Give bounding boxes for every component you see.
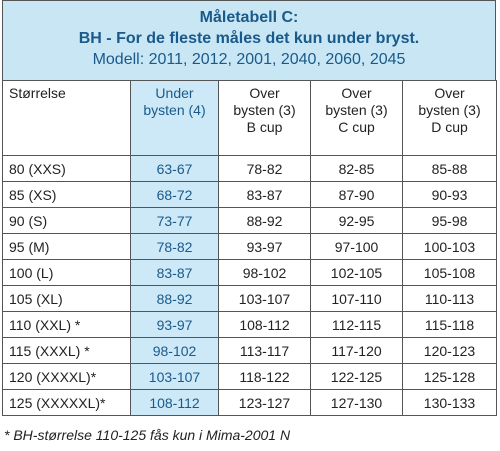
table-cell: 93-97 bbox=[218, 233, 311, 260]
table-row: 120 (XXXXL)* 103-107 118-122 122-125 125-128 bbox=[2, 363, 497, 390]
table-cell: 95-98 bbox=[402, 207, 497, 234]
size-chart: Måletabell C: BH - For de fleste måles d… bbox=[2, 0, 497, 416]
table-cell: 100 (L) bbox=[2, 259, 131, 286]
table-cell: 123-127 bbox=[218, 389, 311, 416]
table-cell: 95 (M) bbox=[2, 233, 131, 260]
table-cell: 90 (S) bbox=[2, 207, 131, 234]
table-cell: 88-92 bbox=[218, 207, 311, 234]
title: Måletabell C: bbox=[199, 9, 299, 26]
table-cell: 85-88 bbox=[402, 155, 497, 182]
table-cell: 90-93 bbox=[402, 181, 497, 208]
table-cell: 103-107 bbox=[218, 285, 311, 312]
table-cell: 92-95 bbox=[310, 207, 403, 234]
table-cell: 105-108 bbox=[402, 259, 497, 286]
table-cell: 87-90 bbox=[310, 181, 403, 208]
footnote: * BH-størrelse 110-125 fås kun i Mima-20… bbox=[4, 427, 291, 443]
table-cell: 98-102 bbox=[218, 259, 311, 286]
table-cell: 108-112 bbox=[218, 311, 311, 338]
table-cell: 105 (XL) bbox=[2, 285, 131, 312]
table-cell: 120 (XXXXL)* bbox=[2, 363, 131, 390]
table-cell: 115-118 bbox=[402, 311, 497, 338]
table-row: 100 (L) 83-87 98-102 102-105 105-108 bbox=[2, 259, 497, 286]
table-cell: 85 (XS) bbox=[2, 181, 131, 208]
table-cell: 115 (XXXL) * bbox=[2, 337, 131, 364]
table-row: 85 (XS) 68-72 83-87 87-90 90-93 bbox=[2, 181, 497, 208]
table-cell: 118-122 bbox=[218, 363, 311, 390]
subtitle: BH - For de fleste måles det kun under b… bbox=[78, 30, 420, 47]
table: Størrelse Under bysten (4) Over bysten (3)… bbox=[2, 80, 497, 416]
table-cell: 82-85 bbox=[310, 155, 403, 182]
column-header: Under bysten (4) bbox=[130, 80, 219, 156]
table-cell: 100-103 bbox=[402, 233, 497, 260]
table-cell: 125-128 bbox=[402, 363, 497, 390]
table-cell: 125 (XXXXXL)* bbox=[2, 389, 131, 416]
table-cell: 103-107 bbox=[130, 363, 219, 390]
table-cell: 127-130 bbox=[310, 389, 403, 416]
table-row: 115 (XXXL) * 98-102 113-117 117-120 120-123 bbox=[2, 337, 497, 364]
table-cell: 130-133 bbox=[402, 389, 497, 416]
table-cell: 88-92 bbox=[130, 285, 219, 312]
table-cell: 80 (XXS) bbox=[2, 155, 131, 182]
table-row: 90 (S) 73-77 88-92 92-95 95-98 bbox=[2, 207, 497, 234]
column-header: Over bysten (3) B cup bbox=[218, 80, 311, 156]
column-header: Over bysten (3) C cup bbox=[310, 80, 403, 156]
table-body: 80 (XXS) 63-67 78-82 82-85 85-88 85 (XS) 68-72… bbox=[2, 155, 497, 416]
header-row: Størrelse Under bysten (4) Over bysten (3)… bbox=[2, 80, 497, 156]
table-cell: 110 (XXL) * bbox=[2, 311, 131, 338]
table-row: 105 (XL) 88-92 103-107 107-110 110-113 bbox=[2, 285, 497, 312]
table-cell: 83-87 bbox=[218, 181, 311, 208]
table-cell: 78-82 bbox=[130, 233, 219, 260]
table-cell: 107-110 bbox=[310, 285, 403, 312]
table-cell: 68-72 bbox=[130, 181, 219, 208]
column-header: Over bysten (3) D cup bbox=[402, 80, 497, 156]
table-cell: 112-115 bbox=[310, 311, 403, 338]
table-cell: 122-125 bbox=[310, 363, 403, 390]
column-header: Størrelse bbox=[2, 80, 131, 156]
table-cell: 120-123 bbox=[402, 337, 497, 364]
table-row: 110 (XXL) * 93-97 108-112 112-115 115-118 bbox=[2, 311, 497, 338]
table-cell: 93-97 bbox=[130, 311, 219, 338]
table-cell: 108-112 bbox=[130, 389, 219, 416]
table-cell: 83-87 bbox=[130, 259, 219, 286]
table-row: 80 (XXS) 63-67 78-82 82-85 85-88 bbox=[2, 155, 497, 182]
table-row: 95 (M) 78-82 93-97 97-100 100-103 bbox=[2, 233, 497, 260]
table-cell: 113-117 bbox=[218, 337, 311, 364]
table-cell: 117-120 bbox=[310, 337, 403, 364]
table-cell: 110-113 bbox=[402, 285, 497, 312]
table-cell: 97-100 bbox=[310, 233, 403, 260]
table-cell: 73-77 bbox=[130, 207, 219, 234]
table-cell: 78-82 bbox=[218, 155, 311, 182]
table-cell: 63-67 bbox=[130, 155, 219, 182]
table-row: 125 (XXXXXL)* 108-112 123-127 127-130 130-13… bbox=[2, 389, 497, 416]
header: Måletabell C: BH - For de fleste måles d… bbox=[2, 0, 496, 80]
models: Modell: 2011, 2012, 2001, 2040, 2060, 20… bbox=[92, 51, 406, 68]
table-cell: 102-105 bbox=[310, 259, 403, 286]
table-cell: 98-102 bbox=[130, 337, 219, 364]
